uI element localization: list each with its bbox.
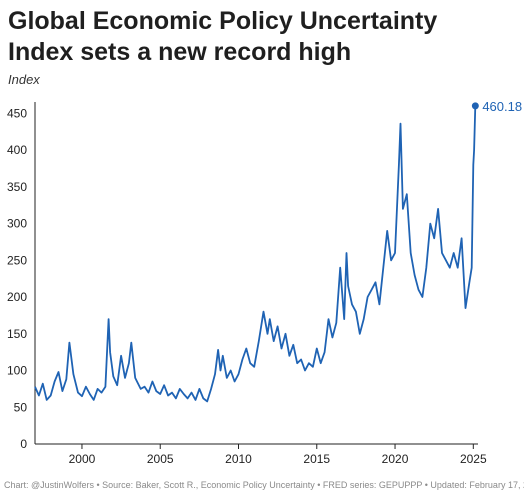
series-line	[34, 105, 477, 403]
x-tick-label: 2005	[147, 452, 174, 466]
y-tick-label: 300	[7, 217, 27, 231]
y-tick-label: 450	[7, 106, 27, 120]
series-layer: 460.18	[34, 99, 522, 403]
chart-title: Global Economic Policy Uncertainty Index…	[8, 7, 438, 66]
end-point-marker	[471, 102, 479, 110]
y-tick-label: 0	[20, 437, 27, 451]
y-tick-label: 200	[7, 290, 27, 304]
x-tick-label: 2025	[460, 452, 487, 466]
y-tick-label: 350	[7, 180, 27, 194]
end-value-label: 460.18	[482, 99, 522, 114]
y-tick-label: 100	[7, 364, 27, 378]
y-tick-label: 400	[7, 143, 27, 157]
y-tick-label: 250	[7, 253, 27, 267]
chart-footer-source: Chart: @JustinWolfers • Source: Baker, S…	[4, 480, 524, 490]
chart-subtitle: Index	[8, 72, 40, 87]
y-axis: 0 50 100 150 200 250 300 350 400 450	[7, 106, 27, 451]
y-tick-label: 150	[7, 327, 27, 341]
x-tick-label: 2020	[382, 452, 409, 466]
x-axis: 2000 2005 2010 2015 2020 2025	[69, 444, 487, 466]
x-tick-label: 2015	[303, 452, 330, 466]
x-tick-label: 2010	[225, 452, 252, 466]
x-tick-label: 2000	[69, 452, 96, 466]
y-tick-label: 50	[14, 400, 28, 414]
